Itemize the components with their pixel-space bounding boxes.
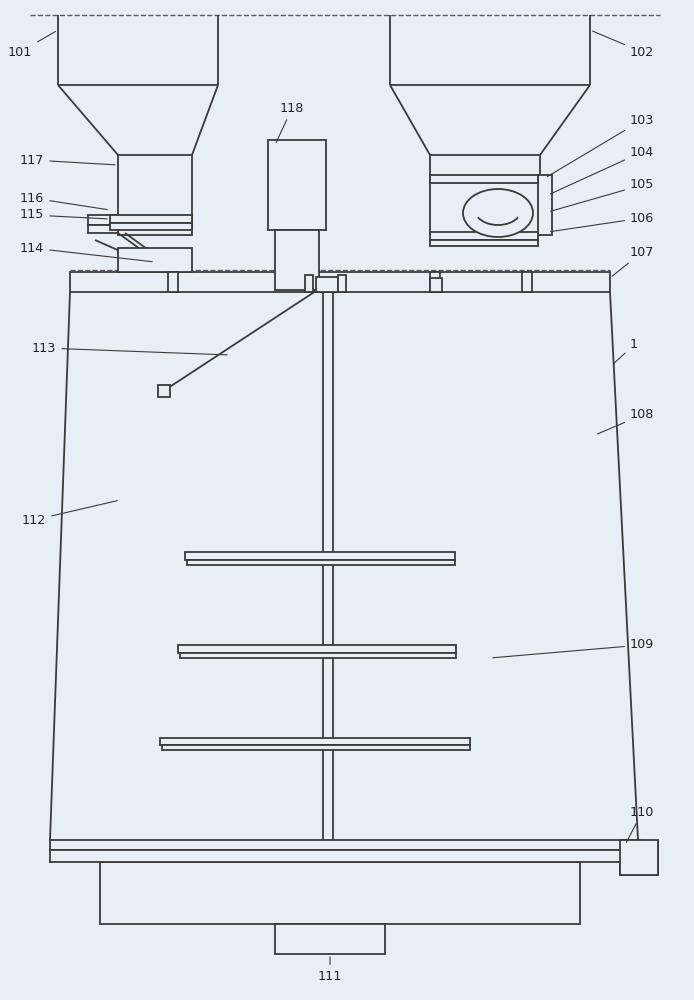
Bar [110,215,192,223]
Bar [118,155,192,235]
Bar [338,275,346,292]
Text: 106: 106 [551,212,654,232]
Text: 117: 117 [20,153,115,166]
Text: 116: 116 [20,192,108,210]
Text: 111: 111 [318,957,342,983]
Text: 110: 110 [626,806,654,843]
Bar [430,175,538,183]
Bar [620,840,658,875]
Text: 118: 118 [276,102,305,142]
Text: 107: 107 [612,245,654,276]
Bar [268,140,326,230]
Bar [160,738,470,745]
Bar [305,275,313,292]
Bar [168,272,178,292]
Bar [185,552,455,560]
Bar [316,277,338,292]
Bar [187,560,455,565]
Bar [430,155,540,235]
Text: 114: 114 [20,241,152,262]
Text: 109: 109 [493,639,654,658]
Bar [275,230,319,290]
Bar [118,248,192,272]
Bar [50,850,640,862]
Bar [430,240,538,246]
Text: 112: 112 [22,501,117,526]
Bar [158,385,170,397]
Text: 102: 102 [593,31,654,58]
Bar [275,924,385,954]
Bar [70,272,610,292]
Bar [430,232,538,240]
Bar [110,223,192,230]
Bar [430,278,442,292]
Bar [100,862,580,924]
Bar [180,653,456,658]
Text: 108: 108 [598,408,654,434]
Bar [88,215,118,225]
Bar [538,175,552,235]
Text: 1: 1 [614,338,638,363]
Text: 104: 104 [550,145,654,194]
Text: 103: 103 [548,113,654,177]
Text: 105: 105 [550,178,654,211]
Text: 101: 101 [8,31,56,58]
Bar [50,840,640,850]
Text: 113: 113 [32,342,227,355]
Text: 115: 115 [20,209,108,222]
Bar [162,745,470,750]
Bar [522,272,532,292]
Bar [88,225,118,233]
Bar [430,272,440,292]
Bar [178,645,456,653]
Ellipse shape [463,189,533,237]
